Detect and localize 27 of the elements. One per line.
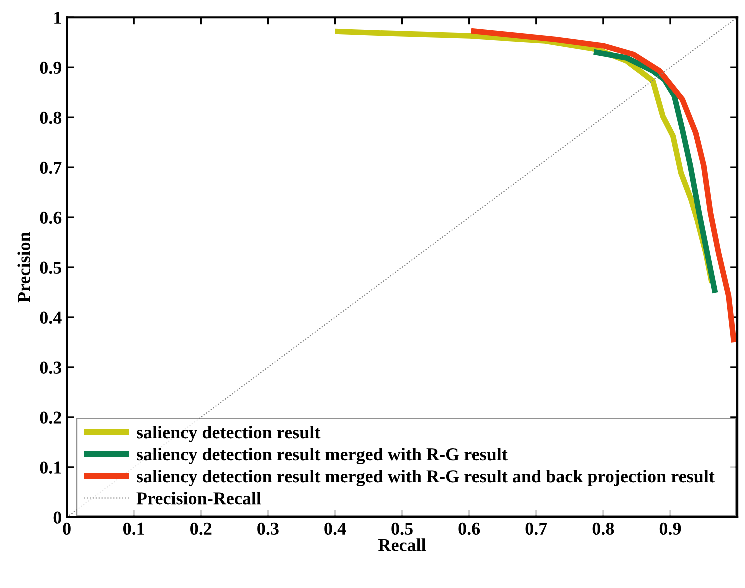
y-tick-label: 0.7	[40, 162, 62, 174]
x-tick-label: 0.5	[392, 522, 413, 536]
y-tick-label: 0.3	[40, 362, 62, 374]
y-tick-label: 0.5	[40, 262, 62, 274]
x-tick-label: 0	[63, 522, 71, 536]
x-tick-label: 0.8	[592, 522, 614, 536]
x-tick-label: 0.6	[458, 522, 480, 536]
legend-label: Precision-Recall	[136, 492, 262, 505]
legend-label: saliency detection result	[137, 426, 321, 442]
y-axis-title: Precision	[18, 232, 30, 303]
x-tick-label: 0.3	[258, 522, 279, 536]
y-tick-label: 0.8	[40, 112, 62, 124]
x-tick-label: 0.7	[526, 522, 548, 536]
y-tick-label: 1	[54, 12, 62, 24]
legend-label: saliency detection result merged with R-G result	[137, 448, 508, 464]
legend-label: saliency detection result merged with R-G result and back projection result	[137, 470, 715, 487]
y-tick-label: 0.1	[40, 462, 62, 474]
x-tick-label: 0.1	[124, 522, 144, 536]
x-tick-label: 0.2	[190, 522, 212, 536]
y-tick-label: 0.4	[40, 312, 62, 324]
x-tick-label: 0.4	[324, 522, 346, 536]
x-axis-title: Recall	[378, 538, 426, 552]
y-tick-label: 0.9	[40, 62, 62, 74]
x-tick-label: 0.9	[660, 522, 682, 536]
y-tick-label: 0.6	[40, 212, 62, 224]
y-tick-label: 0.2	[40, 412, 62, 424]
y-tick-label: 0	[54, 512, 62, 524]
